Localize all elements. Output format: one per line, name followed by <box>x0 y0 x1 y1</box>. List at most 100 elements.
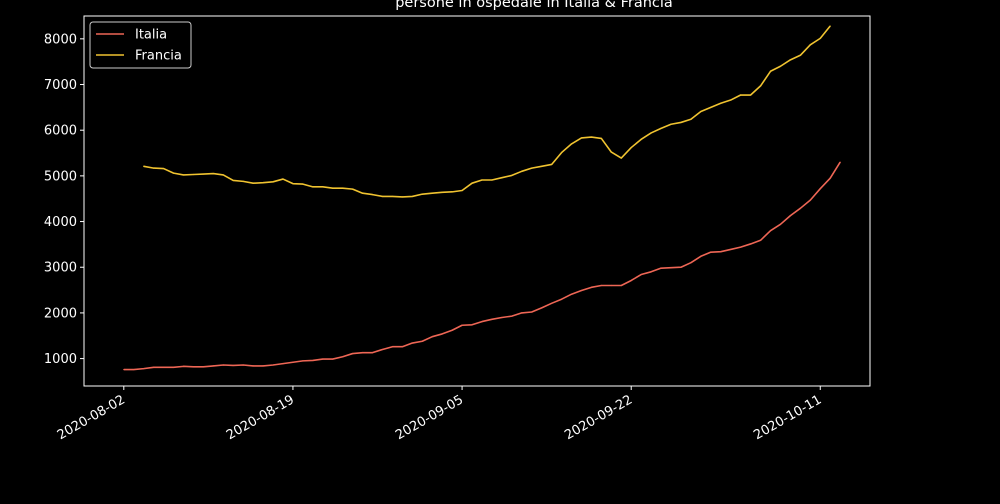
data-point <box>710 106 712 108</box>
data-point <box>312 186 314 188</box>
data-point <box>381 195 384 198</box>
data-point <box>491 318 493 320</box>
data-point <box>839 161 841 163</box>
data-point <box>789 215 792 217</box>
legend: Italia Francia <box>89 21 192 69</box>
data-point <box>242 180 244 182</box>
data-point <box>212 172 214 175</box>
data-point <box>680 266 682 268</box>
data-point <box>242 364 244 366</box>
data-point <box>252 182 254 184</box>
data-point <box>769 70 772 72</box>
data-point <box>282 178 284 180</box>
data-point <box>471 324 473 326</box>
data-point <box>531 311 533 313</box>
data-point <box>570 293 573 295</box>
data-point <box>192 366 195 368</box>
data-point <box>222 174 224 176</box>
data-point <box>501 316 503 319</box>
data-point <box>252 365 254 367</box>
y-tick-label: 1000 <box>44 352 77 367</box>
data-point <box>401 346 403 348</box>
y-axis: 1000 2000 3000 4000 5000 6000 7000 8000 <box>44 32 84 367</box>
data-point <box>730 248 732 251</box>
series-line-francia <box>143 25 831 198</box>
data-point <box>670 123 672 125</box>
data-point <box>610 284 612 287</box>
series-italia <box>123 161 841 371</box>
data-point <box>461 189 463 192</box>
data-point <box>391 195 394 198</box>
y-tick-label: 4000 <box>44 215 77 230</box>
legend-label-italia: Italia <box>135 28 167 43</box>
data-point <box>123 368 125 371</box>
data-point <box>600 284 602 287</box>
data-point <box>829 177 831 179</box>
data-point <box>551 163 553 166</box>
data-point <box>690 118 692 120</box>
data-point <box>182 174 185 176</box>
data-point <box>740 94 742 96</box>
data-point <box>441 191 443 193</box>
data-point <box>312 359 314 362</box>
data-point <box>451 329 453 331</box>
data-point <box>292 183 294 185</box>
data-point <box>262 182 264 184</box>
data-point <box>411 195 413 198</box>
data-point <box>371 352 374 354</box>
data-point <box>551 302 553 304</box>
data-point <box>481 320 483 323</box>
data-point <box>511 315 513 317</box>
data-point <box>720 102 722 104</box>
data-point <box>580 137 583 139</box>
data-point <box>471 182 473 184</box>
data-point <box>521 170 523 172</box>
data-point <box>342 187 344 189</box>
y-tick-label: 7000 <box>44 78 77 93</box>
data-point <box>322 358 324 360</box>
data-point <box>232 179 234 182</box>
data-point <box>431 192 433 194</box>
data-point <box>431 336 433 338</box>
data-point <box>799 207 801 209</box>
legend-label-francia: Francia <box>135 49 182 64</box>
data-point <box>172 172 175 174</box>
data-point <box>630 146 632 149</box>
data-point <box>700 110 702 113</box>
data-point <box>779 65 782 67</box>
series-layer <box>123 25 841 371</box>
data-point <box>501 177 503 179</box>
data-point <box>491 179 493 181</box>
data-point <box>750 94 752 96</box>
data-point <box>511 174 513 177</box>
data-point <box>421 193 423 195</box>
data-point <box>421 340 423 342</box>
data-point <box>361 352 364 354</box>
plot-area-frame <box>83 15 871 387</box>
data-point <box>302 360 304 362</box>
data-point <box>620 157 622 159</box>
data-point <box>371 194 374 196</box>
data-point <box>411 342 413 344</box>
data-point <box>670 267 672 269</box>
data-point <box>640 138 642 140</box>
data-point <box>162 366 165 368</box>
data-point <box>590 136 593 138</box>
data-point <box>302 183 304 185</box>
data-point <box>541 307 543 309</box>
data-point <box>441 333 443 335</box>
data-point <box>282 363 284 365</box>
data-point <box>361 192 364 194</box>
data-point <box>162 167 165 170</box>
data-point <box>690 262 692 264</box>
y-tick-label: 8000 <box>44 32 77 47</box>
data-point <box>680 121 682 124</box>
data-point <box>809 199 811 201</box>
data-point <box>232 364 234 367</box>
data-point <box>650 132 652 134</box>
data-point <box>222 364 224 366</box>
data-point <box>819 37 821 39</box>
data-point <box>541 165 543 167</box>
data-point <box>580 289 583 292</box>
data-point <box>212 365 214 367</box>
